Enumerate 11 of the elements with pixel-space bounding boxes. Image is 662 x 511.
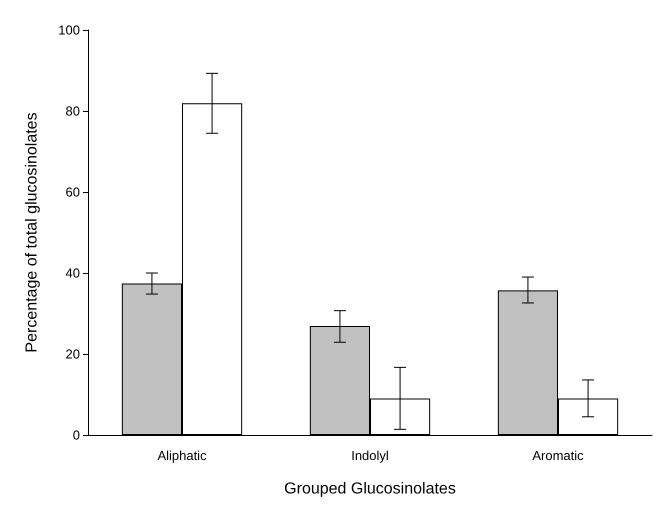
y-tick-label: 0 bbox=[72, 428, 80, 442]
y-tick-label: 20 bbox=[66, 346, 80, 362]
x-tick-label: Aromatic bbox=[532, 448, 584, 463]
y-tick-label: 40 bbox=[66, 266, 80, 280]
x-axis-title: Grouped Glucosinolates bbox=[284, 480, 456, 498]
x-tick-label: Indolyl bbox=[351, 448, 389, 463]
y-axis-title: Percentage of total glucosinolates bbox=[24, 112, 40, 353]
y-tick-label: 80 bbox=[66, 104, 80, 118]
y-tick-label: 100 bbox=[58, 22, 80, 38]
x-tick-label: Aliphatic bbox=[157, 448, 208, 463]
y-tick-label: 60 bbox=[66, 184, 80, 200]
